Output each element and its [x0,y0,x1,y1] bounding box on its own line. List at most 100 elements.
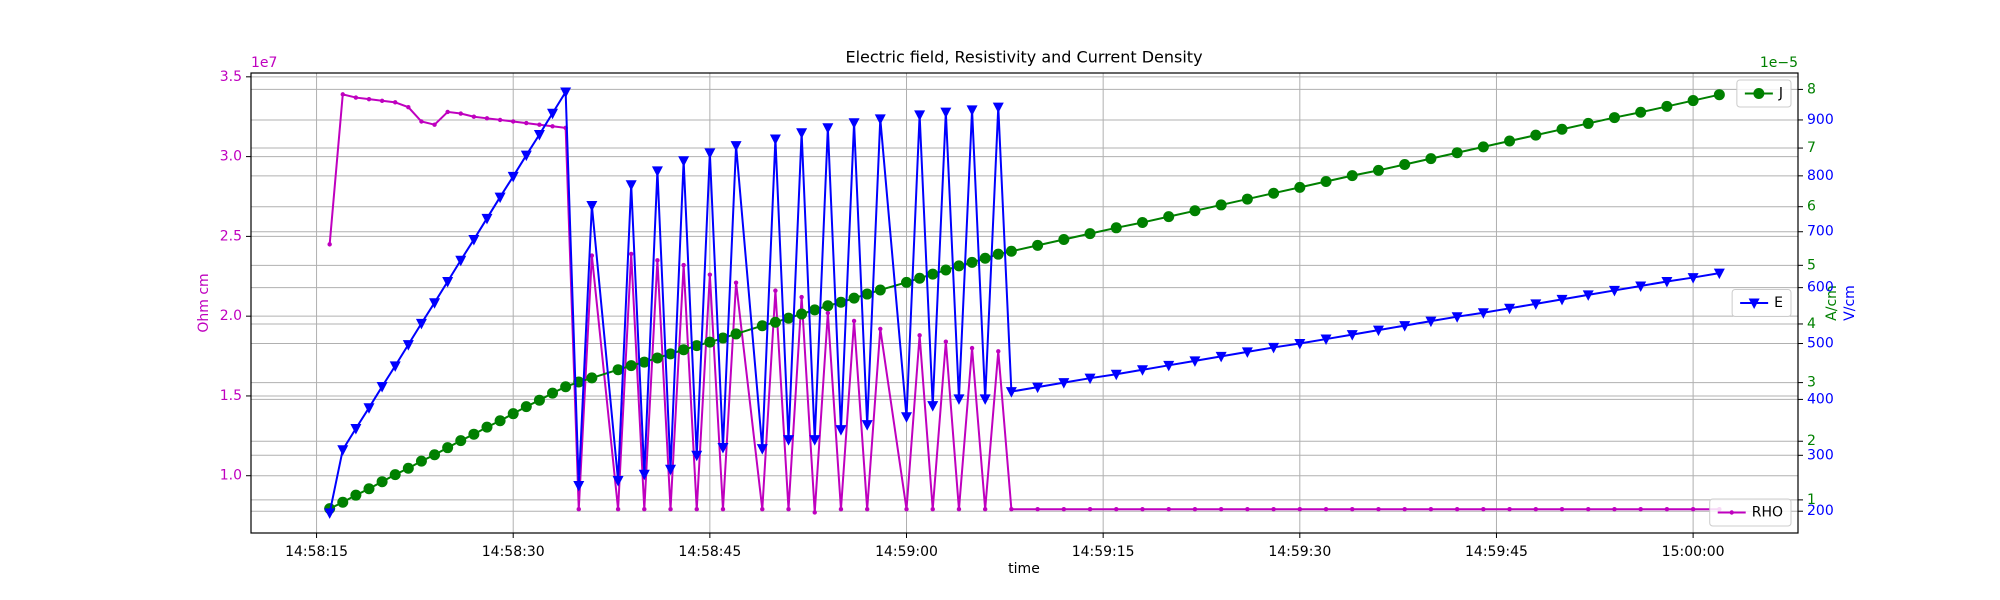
data-point [589,253,595,258]
data-point [576,507,581,512]
data-point [904,507,909,512]
data-point [625,180,637,191]
legend-marker [1748,298,1760,309]
data-point [612,364,624,376]
data-point [445,109,450,115]
data-point [1087,507,1093,512]
data-point [1189,356,1201,367]
data-point [1058,234,1070,246]
x-tick-label: 14:58:30 [482,544,545,560]
data-point [1241,193,1253,205]
data-point [419,119,424,124]
data-point [1556,123,1568,135]
data-point [1140,507,1145,512]
data-point [628,251,634,257]
data-point [691,450,703,462]
data-point [1661,100,1673,112]
data-point [389,469,401,481]
data-point [520,401,532,413]
y-offset-label: 1e7 [251,55,277,71]
data-point [1032,239,1044,251]
data-point [1477,308,1489,319]
data-point [756,444,768,455]
data-point [1271,507,1276,512]
y-tick-label: 1.0 [220,468,242,484]
data-point [1110,222,1122,234]
data-point [1005,387,1017,398]
data-point [874,284,886,296]
data-point [481,421,493,433]
data-point [415,455,427,467]
data-point [442,442,454,454]
data-point [1402,507,1407,512]
data-point [455,255,467,267]
data-point [651,352,663,364]
y3-tick-label: 500 [1807,336,1834,352]
data-point [327,242,332,247]
data-point [560,381,572,393]
data-point [1713,89,1725,101]
data-point [835,296,847,308]
y2-tick-label: 2 [1807,433,1816,449]
data-point [835,425,847,436]
data-point [969,345,975,351]
data-point [1454,507,1460,512]
data-point [825,310,831,316]
data-point [1661,276,1673,288]
data-point [429,298,441,309]
data-point [786,507,791,512]
data-point [1608,112,1620,124]
y2-offset-label: 1e−5 [1760,55,1798,71]
data-point [1451,312,1463,323]
data-point [861,420,873,431]
data-point [379,98,385,103]
y2-tick-label: 3 [1807,375,1816,391]
data-point [1320,334,1332,346]
legend: RHO [1709,498,1792,527]
y3-tick-label: 900 [1807,112,1834,128]
data-point [497,117,503,123]
y-tick-label: 3.0 [220,149,242,165]
legend-box [1709,498,1792,527]
data-point [809,435,821,446]
data-point [848,118,860,129]
data-point [458,111,463,116]
y3-tick-label: 300 [1807,447,1834,463]
x-tick-label: 14:58:45 [678,544,741,560]
data-point [756,320,768,332]
data-point [1136,217,1148,229]
data-point [363,483,375,495]
data-point [1320,175,1332,187]
data-point [1215,199,1227,211]
data-point [511,119,516,124]
data-point [1582,117,1594,129]
data-point [874,114,886,125]
data-point [901,412,913,423]
data-point [1114,507,1119,512]
data-point [468,428,480,440]
y2-tick-label: 5 [1807,257,1816,273]
x-tick-label: 14:59:00 [875,544,938,560]
data-point [953,394,965,405]
y3-tick-label: 600 [1807,280,1834,296]
data-point [914,272,926,284]
data-point [353,95,359,100]
data-point [1635,281,1647,292]
data-point [615,507,621,512]
data-point [1664,507,1670,512]
data-point [376,382,388,393]
data-point [668,507,673,512]
series [327,92,1722,515]
data-point [760,507,765,512]
data-point [1399,321,1411,332]
data-point [979,252,991,264]
data-point [665,348,677,360]
data-point [533,129,545,141]
data-point [1530,299,1542,310]
data-point [717,442,729,454]
data-point [1638,507,1643,512]
data-point [681,262,686,268]
data-point [586,372,598,384]
